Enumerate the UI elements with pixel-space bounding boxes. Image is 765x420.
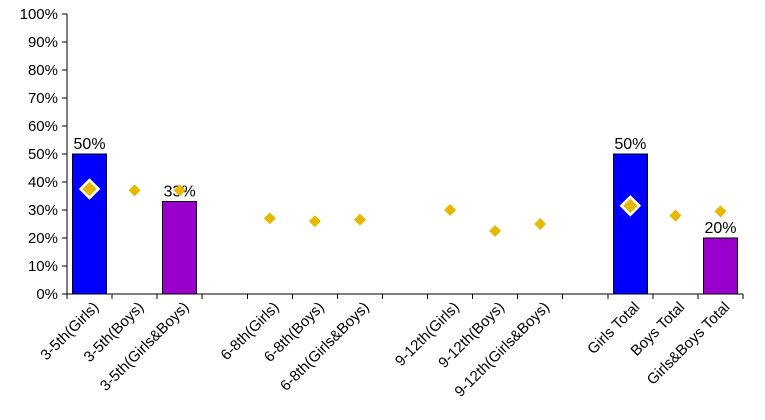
bar-value-label: 20% [704, 220, 736, 237]
bar [162, 201, 198, 295]
scatter-point [78, 178, 101, 200]
x-axis [66, 293, 744, 299]
y-tick-label: 90% [28, 34, 58, 51]
scatter-point [669, 209, 682, 222]
scatter-point [444, 204, 457, 216]
y-tick-label: 50% [28, 146, 58, 163]
scatter-point [489, 225, 502, 237]
y-tick-label: 70% [28, 90, 58, 107]
y-tick-label: 30% [28, 202, 58, 219]
category-label: Girls&Boys Total [644, 299, 734, 389]
bar [612, 153, 648, 295]
category-labels: 3-5th(Girls)3-5th(Boys)3-5th(Girls&Boys)… [37, 299, 733, 401]
bar [702, 237, 738, 295]
scatter-point [263, 212, 276, 225]
scatter-point [714, 205, 727, 218]
y-tick-label: 20% [28, 230, 58, 247]
bar [72, 153, 108, 295]
bar-value-label: 50% [74, 136, 106, 153]
scatter-point [353, 213, 366, 226]
y-tick-label: 100% [20, 6, 58, 23]
scatter-series [78, 178, 727, 237]
y-tick-label: 40% [28, 174, 58, 191]
scatter-point [173, 184, 186, 197]
y-axis: 0% 10% 20% 30% 40% 50% 60% 70% 80% 90% 100% [20, 6, 68, 303]
scatter-point [308, 215, 321, 228]
y-tick-label: 80% [28, 62, 58, 79]
bar-value-label: 50% [614, 136, 646, 153]
scatter-point [534, 218, 547, 230]
y-tick-label: 10% [28, 258, 58, 275]
scatter-point [128, 184, 141, 197]
scatter-point [619, 195, 642, 217]
y-tick-label: 60% [28, 118, 58, 135]
bar-series [72, 153, 738, 295]
y-tick-label: 0% [36, 286, 58, 303]
